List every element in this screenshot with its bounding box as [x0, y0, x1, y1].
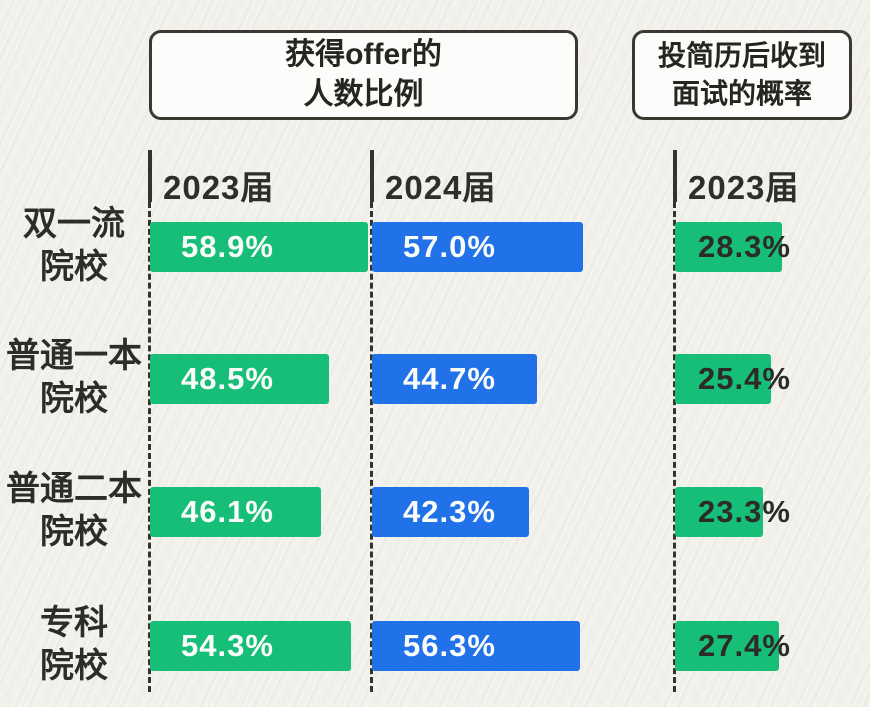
bar-offer-2023: 46.1% — [150, 487, 321, 537]
offer-ratio-title-box: 获得offer的 人数比例 — [149, 30, 578, 120]
col-header-offer-2024: 2024届 — [385, 169, 497, 206]
offer-title-line2: 人数比例 — [303, 78, 424, 111]
row-label-line2: 院校 — [40, 513, 108, 551]
axis-tick-col3 — [673, 150, 677, 202]
row-label-line1: 普通二本 — [6, 470, 142, 508]
row-label-line1: 普通一本 — [6, 337, 142, 375]
bar-offer-2023: 48.5% — [150, 354, 329, 404]
bar-value-label: 46.1% — [181, 494, 274, 529]
row-label: 普通一本 院校 — [0, 335, 148, 421]
row-label-line1: 双一流 — [23, 205, 125, 243]
interview-title-line2: 面试的概率 — [671, 78, 812, 109]
bar-offer-2023: 58.9% — [150, 222, 368, 272]
bar-value-label: 57.0% — [403, 229, 496, 264]
row-label: 普通二本 院校 — [0, 468, 148, 554]
axis-tick-col2 — [370, 150, 374, 202]
bar-interview-2023: 25.4% — [675, 354, 790, 404]
interview-rate-title-box: 投简历后收到 面试的概率 — [632, 30, 852, 120]
row-label-line2: 院校 — [40, 647, 108, 685]
bar-value-label: 56.3% — [403, 628, 496, 663]
bar-value-label: 27.4% — [698, 628, 791, 663]
row-label: 专科 院校 — [0, 602, 148, 688]
bar-offer-2024: 44.7% — [372, 354, 537, 404]
axis-tick-col1 — [148, 150, 152, 202]
bar-value-label: 58.9% — [181, 229, 274, 264]
dashed-guide-col2 — [370, 202, 373, 692]
interview-title-line1: 投简历后收到 — [657, 40, 826, 71]
bar-offer-2024: 42.3% — [372, 487, 529, 537]
bar-interview-2023: 27.4% — [675, 621, 790, 671]
bar-offer-2024: 56.3% — [372, 621, 580, 671]
row-label-line1: 专科 — [40, 604, 108, 642]
bar-offer-2024: 57.0% — [372, 222, 583, 272]
bar-value-label: 48.5% — [181, 361, 274, 396]
bar-offer-2023: 54.3% — [150, 621, 351, 671]
row-label: 双一流 院校 — [0, 203, 148, 289]
bar-value-label: 25.4% — [698, 361, 791, 396]
col-header-offer-2023: 2023届 — [163, 169, 275, 206]
bar-value-label: 28.3% — [698, 229, 791, 264]
dashed-guide-col3 — [673, 202, 676, 692]
bar-interview-2023: 23.3% — [675, 487, 790, 537]
bar-value-label: 54.3% — [181, 628, 274, 663]
col-header-interview-2023: 2023届 — [688, 169, 800, 206]
bar-value-label: 23.3% — [698, 494, 791, 529]
row-label-line2: 院校 — [40, 380, 108, 418]
bar-value-label: 42.3% — [403, 494, 496, 529]
row-label-line2: 院校 — [40, 248, 108, 286]
offer-title-line1: 获得offer的 — [285, 38, 442, 71]
bar-value-label: 44.7% — [403, 361, 496, 396]
bar-interview-2023: 28.3% — [675, 222, 790, 272]
dashed-guide-col1 — [148, 202, 151, 692]
